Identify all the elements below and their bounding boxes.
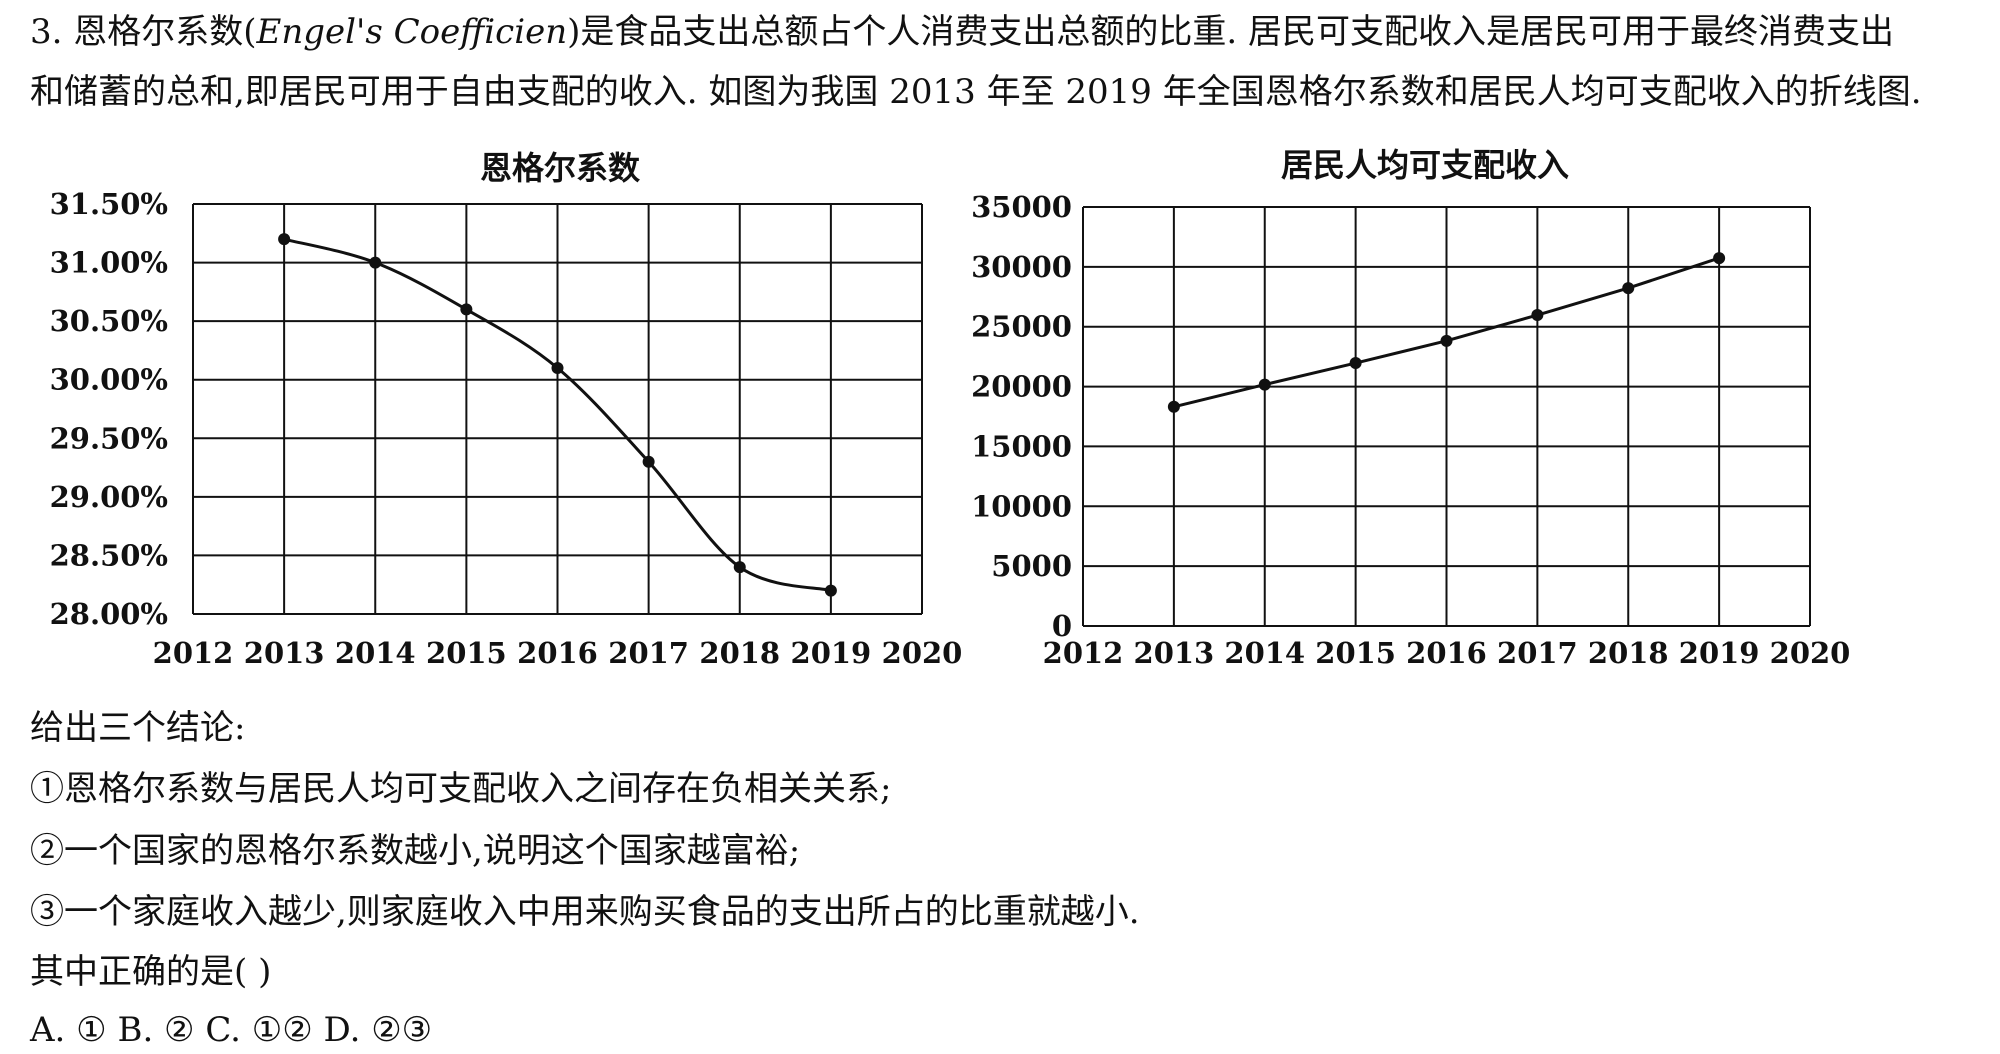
conclusions-prompt: 给出三个结论: xyxy=(30,708,246,748)
income-x-tick: 2012 xyxy=(1043,636,1124,670)
engel-x-tick: 2013 xyxy=(244,636,325,670)
answer-options[interactable]: A. ① B. ② C. ①② D. ②③ xyxy=(30,1010,433,1050)
income-chart: 2012 2013 2014 2015 2016 2017 2018 2019 2020 0 500… xyxy=(971,190,1850,670)
income-x-tick: 2014 xyxy=(1224,636,1305,670)
income-y-tick: 15000 xyxy=(971,429,1072,463)
conclusion-3: ③一个家庭收入越少,则家庭收入中用来购买食品的支出所占的比重就越小. xyxy=(30,892,1140,932)
income-y-tick: 35000 xyxy=(971,190,1072,224)
engel-data-point xyxy=(642,455,655,468)
conclusion-1: ①恩格尔系数与居民人均可支配收入之间存在负相关关系; xyxy=(30,769,892,809)
engel-x-tick: 2020 xyxy=(882,636,963,670)
income-x-tick: 2013 xyxy=(1134,636,1215,670)
engel-x-tick: 2015 xyxy=(426,636,507,670)
income-x-tick: 2015 xyxy=(1315,636,1396,670)
engel-data-point xyxy=(824,584,837,597)
answer-prompt: 其中正确的是( ) xyxy=(30,952,272,992)
engel-x-tick: 2018 xyxy=(699,636,780,670)
engel-chart: 2012 2013 2014 2015 2016 2017 2018 2019 2020 28.0… xyxy=(50,187,963,670)
question-line-1-pre: 恩格尔系数( xyxy=(73,12,257,52)
question-line-2: 和储蓄的总和,即居民可用于自由支配的收入. 如图为我国 2013 年至 2019… xyxy=(30,72,1922,112)
income-y-tick: 5000 xyxy=(991,549,1072,583)
conclusion-2: ②一个国家的恩格尔系数越小,说明这个国家越富裕; xyxy=(30,831,801,871)
income-data-point xyxy=(1258,378,1271,391)
engel-x-tick: 2017 xyxy=(608,636,689,670)
income-data-point xyxy=(1531,309,1544,322)
question-number: 3. xyxy=(30,12,63,52)
charts-canvas: 2012 2013 2014 2015 2016 2017 2018 2019 2020 28.0… xyxy=(50,187,1851,670)
income-x-tick: 2018 xyxy=(1588,636,1669,670)
engel-data-point xyxy=(460,303,473,316)
engel-y-tick: 29.50% xyxy=(50,421,168,455)
engel-data-point xyxy=(733,561,746,574)
engel-data-point xyxy=(369,256,382,269)
engel-y-tick: 29.00% xyxy=(50,480,168,514)
income-y-tick: 30000 xyxy=(971,250,1072,284)
question-line-1-post: )是食品支出总额占个人消费支出总额的比重. 居民可支配收入是居民可用于最终消费支… xyxy=(567,12,1895,52)
engel-y-tick: 30.50% xyxy=(50,304,168,338)
income-data-point xyxy=(1622,282,1635,295)
engel-data-point xyxy=(278,233,291,246)
income-x-tick: 2016 xyxy=(1406,636,1487,670)
income-data-point xyxy=(1167,400,1180,413)
engel-x-tick: 2016 xyxy=(517,636,598,670)
income-y-tick: 0 xyxy=(1052,609,1072,643)
income-data-point xyxy=(1440,334,1453,347)
engel-y-tick: 31.50% xyxy=(50,187,168,221)
income-x-tick: 2020 xyxy=(1770,636,1851,670)
income-chart-title: 居民人均可支配收入 xyxy=(1280,146,1569,184)
income-y-tick: 20000 xyxy=(971,370,1072,404)
engel-x-tick: 2014 xyxy=(335,636,416,670)
income-x-tick: 2017 xyxy=(1497,636,1578,670)
engel-x-tick: 2019 xyxy=(791,636,872,670)
engel-chart-title: 恩格尔系数 xyxy=(479,149,640,187)
engel-y-tick: 30.00% xyxy=(50,363,168,397)
income-data-point xyxy=(1713,252,1726,265)
engel-coefficient-term: Engel's Coefficien xyxy=(256,12,568,52)
engel-y-tick: 28.50% xyxy=(50,538,168,572)
income-y-tick: 10000 xyxy=(971,489,1072,523)
income-data-point xyxy=(1349,357,1362,370)
income-y-tick: 25000 xyxy=(971,310,1072,344)
question-line-1: 3. 恩格尔系数(Engel's Coefficien)是食品支出总额占个人消费… xyxy=(30,10,1894,54)
engel-x-tick: 2012 xyxy=(153,636,234,670)
engel-y-tick: 31.00% xyxy=(50,246,168,280)
engel-y-tick: 28.00% xyxy=(50,597,168,631)
engel-data-point xyxy=(551,362,564,374)
income-x-tick: 2019 xyxy=(1679,636,1760,670)
